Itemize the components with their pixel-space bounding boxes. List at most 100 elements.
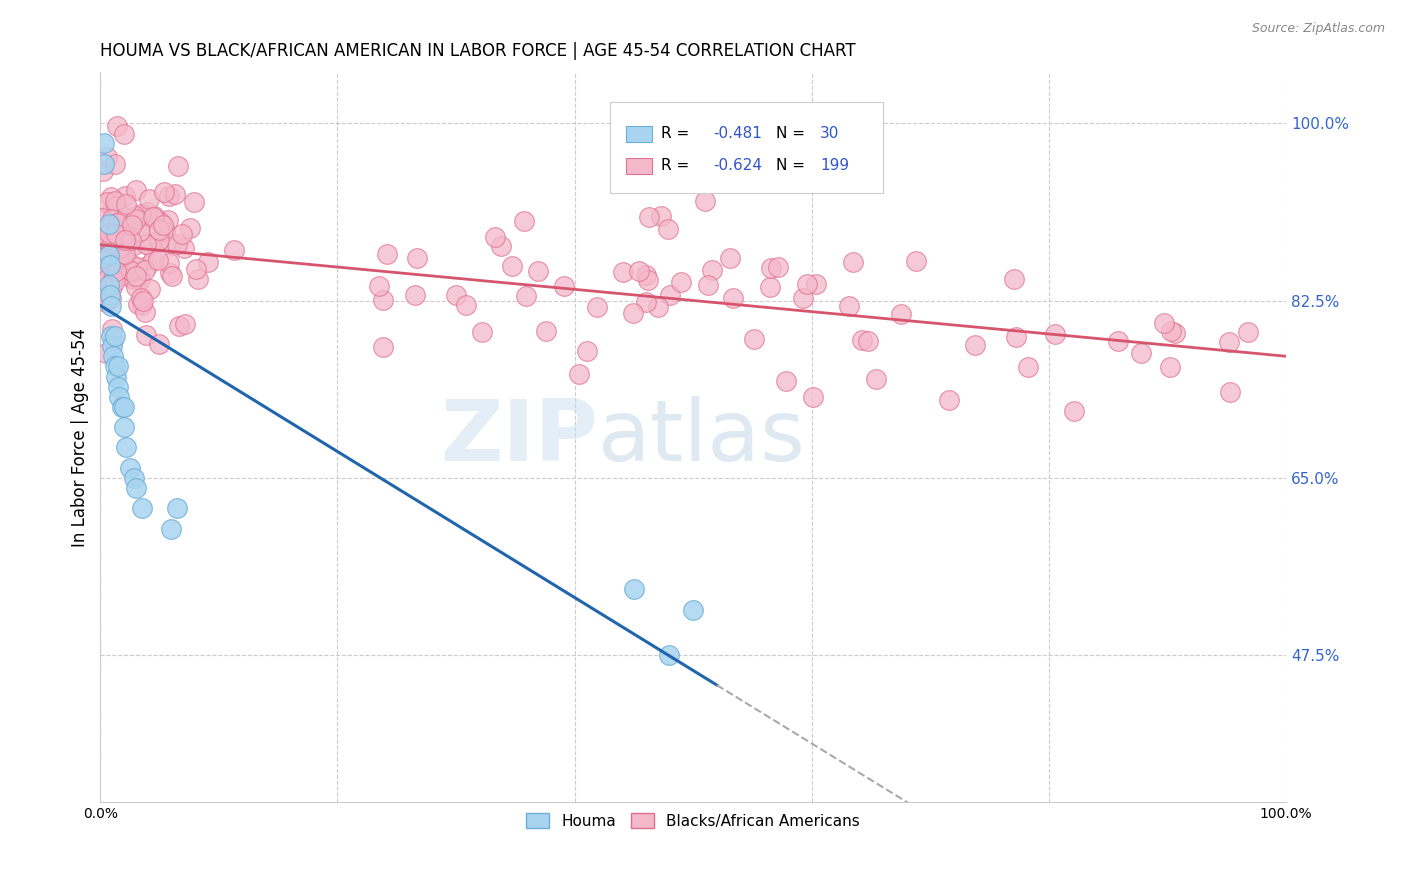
Point: [148, 337, 170, 351]
Point: [101, 238, 124, 252]
Point: [612, 265, 634, 279]
Point: [742, 332, 765, 346]
Point: [138, 192, 160, 206]
Point: [135, 205, 157, 219]
Point: [375, 247, 398, 261]
Text: HOUMA VS BLACK/AFRICAN AMERICAN IN LABOR FORCE | AGE 45-54 CORRELATION CHART: HOUMA VS BLACK/AFRICAN AMERICAN IN LABOR…: [100, 42, 856, 60]
Point: [117, 269, 139, 284]
Point: [100, 329, 122, 343]
Point: [98, 288, 121, 302]
Point: [657, 222, 679, 236]
Point: [148, 223, 170, 237]
Point: [91, 163, 114, 178]
Point: [128, 224, 150, 238]
Point: [1043, 327, 1066, 342]
Y-axis label: In Labor Force | Age 45-54: In Labor Force | Age 45-54: [72, 328, 89, 547]
Point: [1164, 326, 1187, 340]
Point: [98, 218, 121, 232]
Point: [157, 256, 180, 270]
Point: [114, 258, 136, 272]
Point: [108, 390, 131, 404]
Point: [157, 188, 180, 202]
Point: [131, 501, 153, 516]
Point: [166, 236, 188, 251]
Point: [173, 317, 195, 331]
Point: [104, 274, 127, 288]
Point: [112, 420, 135, 434]
Point: [963, 338, 986, 352]
Point: [838, 299, 860, 313]
Point: [98, 226, 121, 240]
Point: [160, 268, 183, 283]
Point: [1005, 329, 1028, 343]
Text: -0.481: -0.481: [713, 126, 762, 141]
Point: [90, 252, 112, 266]
Point: [159, 236, 181, 251]
Text: R =: R =: [661, 126, 695, 141]
Point: [153, 185, 176, 199]
Point: [890, 307, 912, 321]
Point: [120, 233, 142, 247]
Point: [110, 225, 132, 239]
Point: [669, 275, 692, 289]
Point: [166, 501, 188, 516]
Point: [114, 197, 136, 211]
Point: [118, 262, 141, 277]
Point: [134, 305, 156, 319]
Point: [1002, 272, 1025, 286]
Point: [114, 233, 136, 247]
Point: [759, 280, 782, 294]
Point: [127, 212, 149, 227]
Point: [104, 369, 127, 384]
Point: [124, 209, 146, 223]
Point: [104, 248, 127, 262]
Point: [125, 183, 148, 197]
Point: [1017, 360, 1039, 375]
Text: ZIP: ZIP: [440, 396, 599, 479]
Point: [405, 251, 427, 265]
Point: [93, 230, 115, 244]
Point: [647, 300, 669, 314]
Point: [1129, 346, 1152, 360]
Point: [135, 327, 157, 342]
Point: [101, 280, 124, 294]
Point: [775, 374, 797, 388]
Point: [104, 199, 127, 213]
Point: [115, 441, 138, 455]
Point: [938, 393, 960, 408]
Point: [105, 119, 128, 133]
Text: N =: N =: [776, 158, 810, 173]
Point: [146, 252, 169, 267]
Text: -0.624: -0.624: [713, 158, 762, 173]
Point: [576, 343, 599, 358]
Point: [801, 390, 824, 404]
Point: [100, 299, 122, 313]
Point: [104, 194, 127, 208]
Point: [623, 582, 645, 597]
Point: [167, 318, 190, 333]
Text: 199: 199: [820, 158, 849, 173]
Point: [122, 471, 145, 485]
Point: [513, 213, 536, 227]
Point: [127, 260, 149, 275]
Point: [120, 257, 142, 271]
Point: [139, 239, 162, 253]
Point: [107, 379, 129, 393]
Point: [96, 194, 118, 209]
Point: [122, 237, 145, 252]
Point: [1160, 324, 1182, 338]
FancyBboxPatch shape: [626, 158, 651, 174]
Point: [721, 291, 744, 305]
Point: [183, 195, 205, 210]
Point: [101, 333, 124, 347]
Point: [766, 260, 789, 274]
Point: [101, 236, 124, 251]
Point: [1107, 334, 1129, 348]
FancyBboxPatch shape: [626, 126, 651, 142]
Point: [586, 301, 609, 315]
Point: [125, 481, 148, 495]
FancyBboxPatch shape: [610, 102, 883, 193]
Point: [696, 277, 718, 292]
Point: [96, 150, 118, 164]
Point: [128, 226, 150, 240]
